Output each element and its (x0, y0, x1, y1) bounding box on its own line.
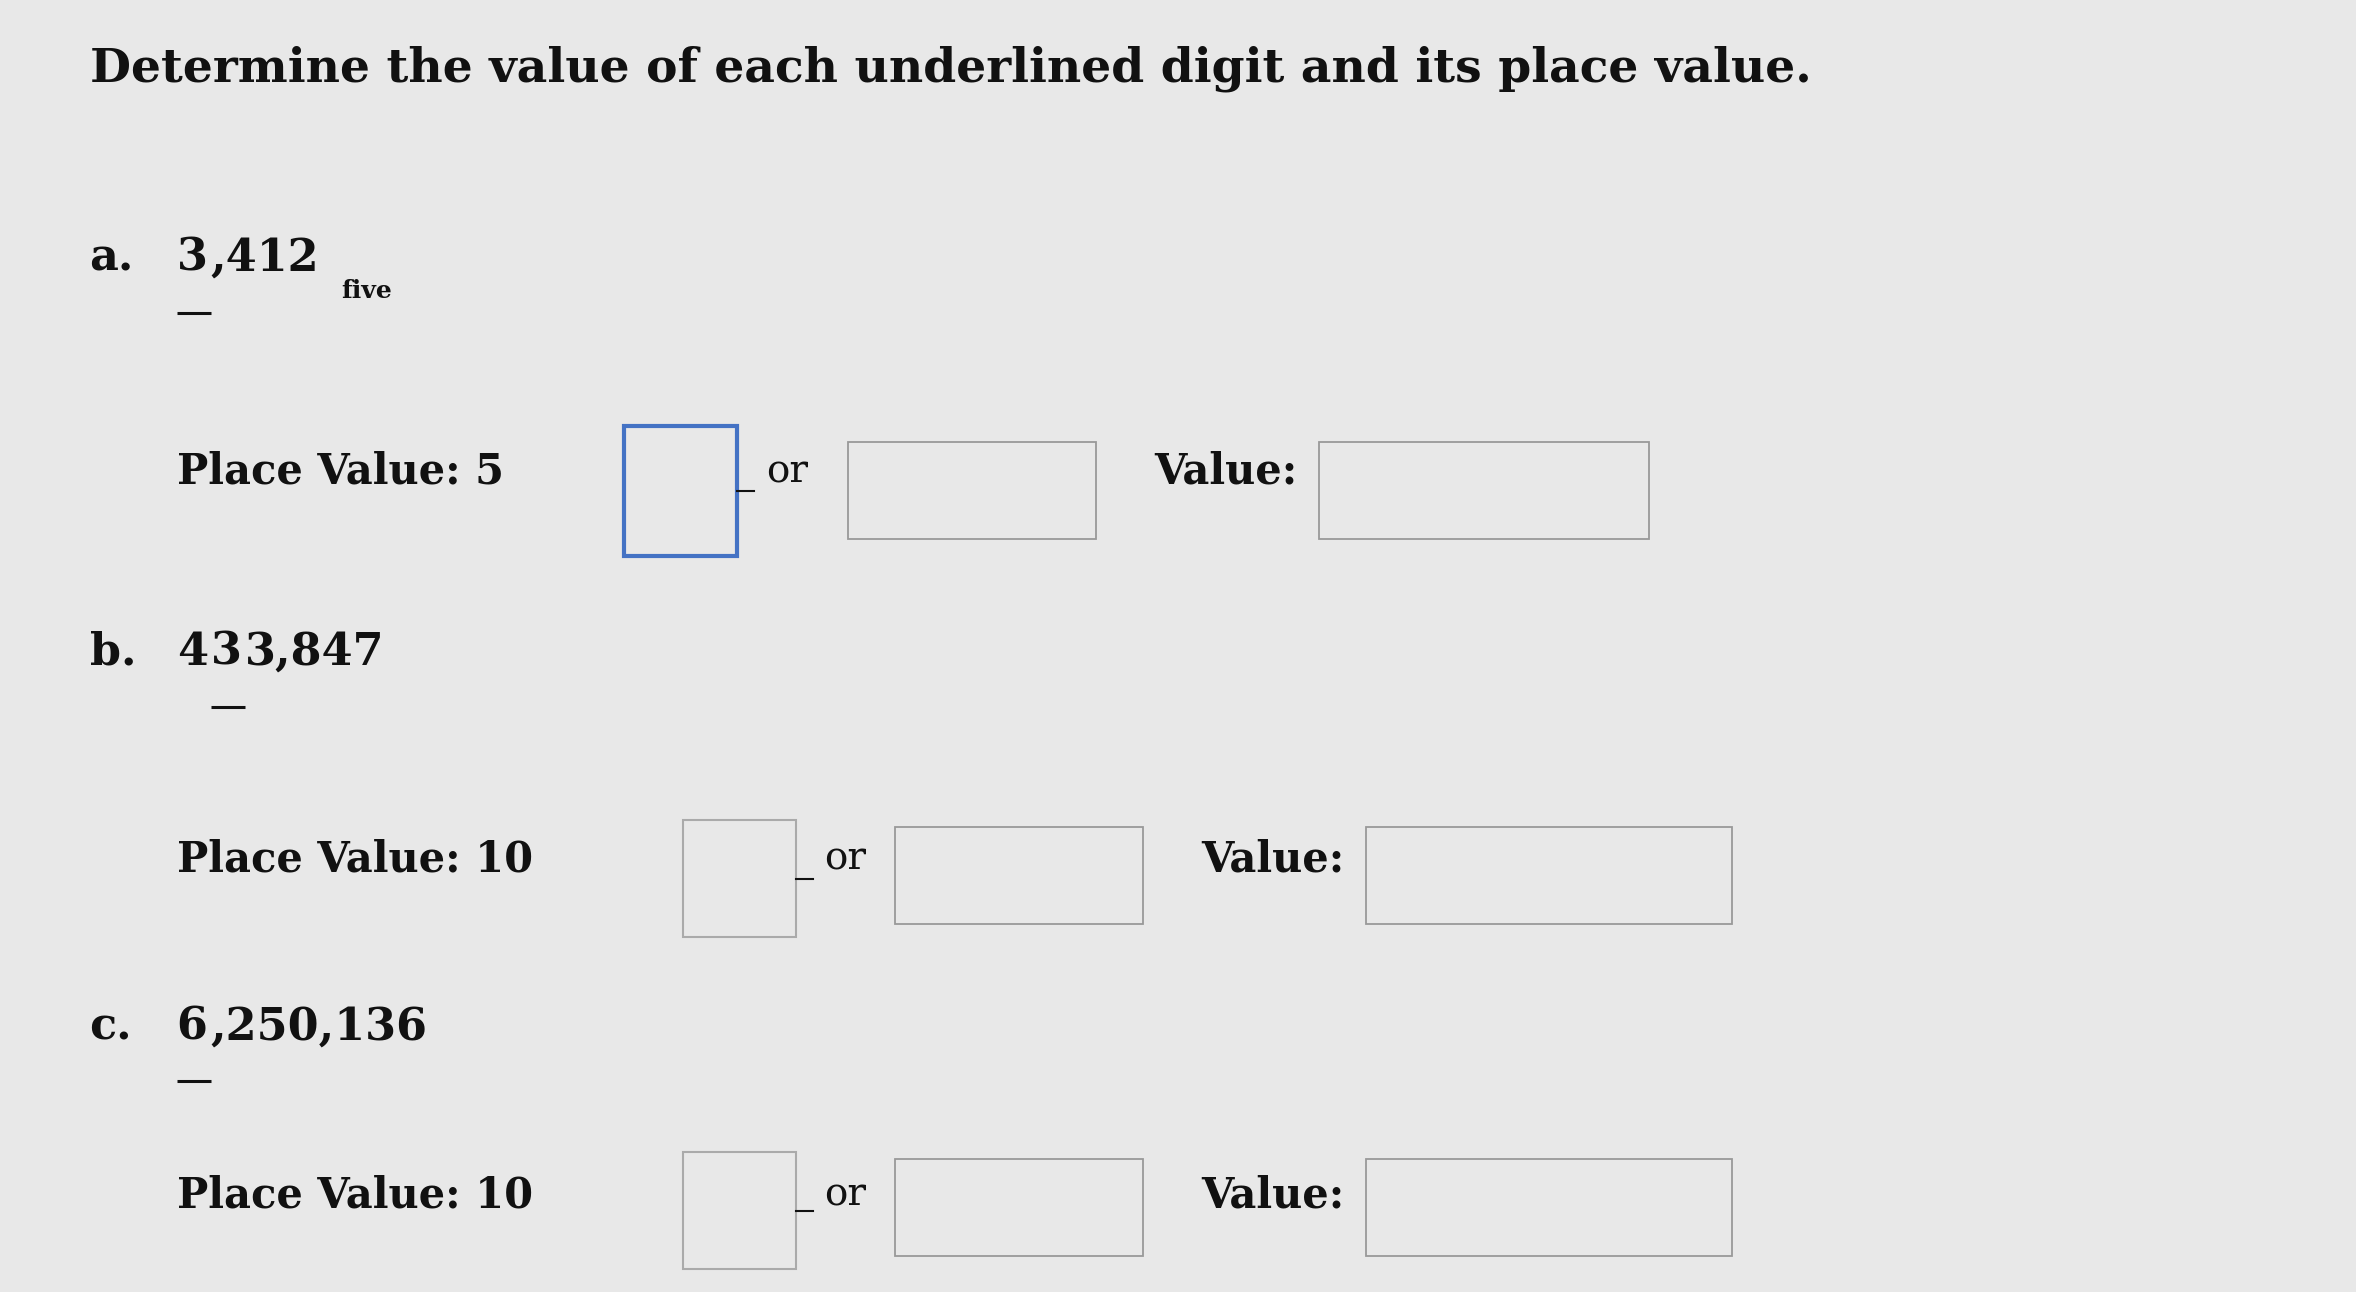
Text: 3: 3 (177, 236, 207, 280)
Text: Place Value: 10: Place Value: 10 (177, 1174, 532, 1216)
Text: 3,847: 3,847 (245, 630, 384, 674)
Text: or: or (825, 1177, 867, 1213)
Text: b.: b. (90, 630, 137, 674)
Text: ,250,136: ,250,136 (212, 1005, 429, 1049)
Text: five: five (342, 279, 393, 302)
Text: a.: a. (90, 236, 134, 280)
Text: 3: 3 (212, 630, 243, 674)
Text: Value:: Value: (1202, 1174, 1345, 1216)
Text: c.: c. (90, 1005, 132, 1049)
Text: Determine the value of each underlined digit and its place value.: Determine the value of each underlined d… (90, 45, 1812, 92)
Text: or: or (825, 841, 867, 877)
Text: Place Value: 5: Place Value: 5 (177, 451, 504, 492)
Text: 4: 4 (177, 630, 207, 674)
Text: Value:: Value: (1154, 451, 1298, 492)
Text: ,412: ,412 (212, 236, 320, 280)
Text: or: or (766, 453, 808, 490)
Text: 6: 6 (177, 1005, 207, 1049)
Text: Place Value: 10: Place Value: 10 (177, 839, 532, 880)
Text: Value:: Value: (1202, 839, 1345, 880)
